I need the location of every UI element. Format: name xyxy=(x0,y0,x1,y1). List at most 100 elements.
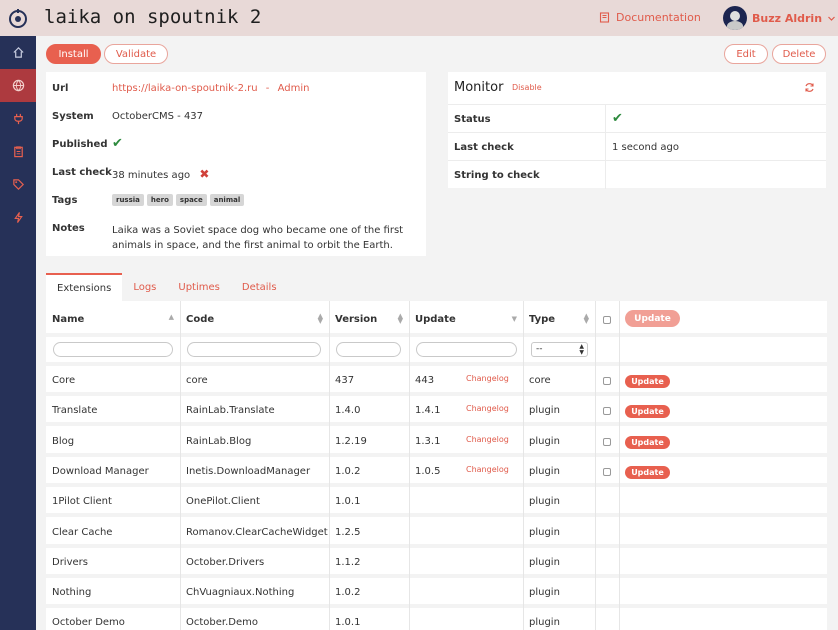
extension-update-version: 1.0.5 xyxy=(415,466,441,477)
table-row: Translate RainLab.Translate 1.4.0 1.4.1 plug… xyxy=(46,396,827,426)
disable-link[interactable]: Disable xyxy=(512,83,542,92)
row-checkbox[interactable] xyxy=(603,468,611,476)
tag-badge: animal xyxy=(209,194,245,206)
extension-code: RainLab.Blog xyxy=(186,436,252,447)
admin-link[interactable]: Admin xyxy=(277,83,310,94)
extension-update-version: 1.4.1 xyxy=(415,405,441,416)
tags-icon xyxy=(12,179,24,190)
sidebar-item-tags[interactable] xyxy=(0,168,36,201)
sidebar-item-reports[interactable] xyxy=(0,135,36,168)
home-icon xyxy=(12,47,24,58)
extension-type: plugin xyxy=(529,527,560,538)
column-header-version[interactable]: Version ▲ ▼ xyxy=(329,301,409,337)
monitor-last-check-label: Last check xyxy=(454,142,514,153)
changelog-link[interactable]: Changelog xyxy=(466,404,509,413)
extension-type: core xyxy=(529,375,551,386)
table-row: Blog RainLab.Blog 1.2.19 1.3.1 plugin Changel… xyxy=(46,427,827,457)
select-all-checkbox[interactable] xyxy=(603,316,611,324)
tag-badge: russia xyxy=(112,194,144,206)
status-label: Status xyxy=(454,114,491,125)
extension-type: plugin xyxy=(529,617,560,628)
column-header-type[interactable]: Type ▲ ▼ xyxy=(523,301,595,337)
extension-type: plugin xyxy=(529,466,560,477)
column-header-name[interactable]: Name ▲ xyxy=(46,301,180,337)
row-checkbox[interactable] xyxy=(603,438,611,446)
app-logo[interactable] xyxy=(0,0,36,36)
extension-version: 1.1.2 xyxy=(335,557,361,568)
update-button[interactable]: Update xyxy=(625,436,670,449)
filter-version-input[interactable] xyxy=(336,342,401,357)
column-header-label: Update xyxy=(415,313,456,325)
install-button[interactable]: Install xyxy=(46,44,101,64)
sidebar-item-home[interactable] xyxy=(0,36,36,69)
extension-update-version: 1.3.1 xyxy=(415,436,441,447)
documentation-link[interactable]: Documentation xyxy=(599,11,701,24)
extension-name: Nothing xyxy=(52,587,92,598)
extension-type: plugin xyxy=(529,557,560,568)
filter-type-select[interactable]: -- ▲ ▼ xyxy=(531,342,588,357)
changelog-link[interactable]: Changelog xyxy=(466,374,509,383)
extensions-table: Name ▲ Code ▲ ▼ Version ▲ ▼ Update ▼ Type … xyxy=(46,301,827,630)
extension-update-version: 443 xyxy=(415,375,435,386)
url-link[interactable]: https://laika-on-spoutnik-2.ru xyxy=(112,83,258,94)
refresh-icon[interactable] xyxy=(804,82,815,93)
changelog-link[interactable]: Changelog xyxy=(466,435,509,444)
update-button[interactable]: Update xyxy=(625,466,670,479)
extension-code: Inetis.DownloadManager xyxy=(186,466,311,477)
monitor-status-row: Status ✔ xyxy=(448,104,826,133)
changelog-link[interactable]: Changelog xyxy=(466,465,509,474)
update-button[interactable]: Update xyxy=(625,375,670,388)
bolt-icon xyxy=(13,212,23,223)
monitor-last-check-row: Last check 1 second ago xyxy=(448,132,826,161)
extension-code: Romanov.ClearCacheWidget xyxy=(186,527,328,538)
sidebar-item-sites[interactable] xyxy=(0,69,36,102)
update-button[interactable]: Update xyxy=(625,405,670,418)
notes-line: Laika was a Soviet space dog who became … xyxy=(112,225,404,236)
clipboard-icon xyxy=(13,146,23,158)
system-value: OctoberCMS - 437 xyxy=(112,111,204,122)
filter-type-value: -- xyxy=(536,344,543,354)
plug-icon xyxy=(13,113,23,125)
published-label: Published xyxy=(52,139,108,150)
book-icon xyxy=(599,12,610,23)
edit-button[interactable]: Edit xyxy=(724,44,768,64)
filter-code-input[interactable] xyxy=(187,342,321,357)
validate-button[interactable]: Validate xyxy=(104,44,168,64)
sidebar-item-plugins[interactable] xyxy=(0,102,36,135)
extension-code: RainLab.Translate xyxy=(186,405,275,416)
extension-version: 1.0.1 xyxy=(335,496,361,507)
top-header: laika on spoutnik 2 Documentation Buzz A… xyxy=(36,0,838,36)
column-header-update[interactable]: Update ▼ xyxy=(409,301,523,337)
filter-name-input[interactable] xyxy=(53,342,173,357)
column-header-code[interactable]: Code ▲ ▼ xyxy=(180,301,329,337)
tab-logs[interactable]: Logs xyxy=(133,281,157,293)
sort-asc-icon: ▲ xyxy=(168,313,174,321)
sidebar xyxy=(0,0,36,630)
sidebar-item-hooks[interactable] xyxy=(0,201,36,234)
monitor-title: Monitor xyxy=(454,80,504,95)
table-row: October Demo October.Demo 1.0.1 plugin xyxy=(46,608,827,630)
chevron-down-icon xyxy=(828,16,835,21)
row-checkbox[interactable] xyxy=(603,377,611,385)
extension-version: 1.0.1 xyxy=(335,617,361,628)
table-row: Drivers October.Drivers 1.1.2 plugin xyxy=(46,548,827,578)
tags-label: Tags xyxy=(52,195,78,206)
notes-label: Notes xyxy=(52,223,85,234)
extension-name: Clear Cache xyxy=(52,527,113,538)
tab-extensions[interactable]: Extensions xyxy=(46,273,123,301)
extension-name: Download Manager xyxy=(52,466,149,477)
update-selected-button[interactable]: Update xyxy=(625,310,680,327)
delete-button[interactable]: Delete xyxy=(772,44,826,64)
extension-version: 1.2.19 xyxy=(335,436,367,447)
extension-name: Core xyxy=(52,375,76,386)
extension-version: 1.0.2 xyxy=(335,587,361,598)
filter-update-input[interactable] xyxy=(416,342,517,357)
url-value: https://laika-on-spoutnik-2.ru - Admin xyxy=(112,83,309,94)
extension-name: October Demo xyxy=(52,617,125,628)
tab-uptimes[interactable]: Uptimes xyxy=(178,281,220,293)
sort-icon: ▲ ▼ xyxy=(583,312,589,325)
sort-icon: ▲ ▼ xyxy=(317,312,323,325)
tab-details[interactable]: Details xyxy=(241,281,277,293)
user-menu[interactable]: Buzz Aldrin xyxy=(723,6,836,30)
row-checkbox[interactable] xyxy=(603,407,611,415)
